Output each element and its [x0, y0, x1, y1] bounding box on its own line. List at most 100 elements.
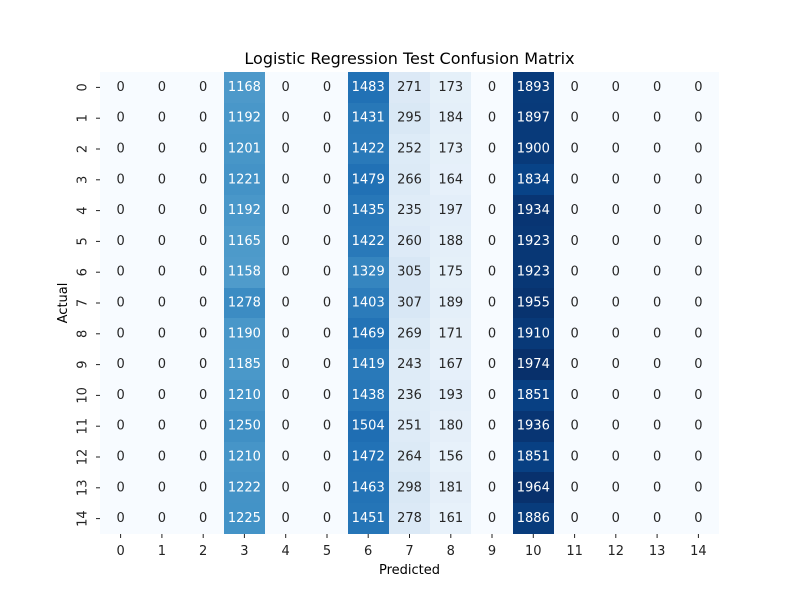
heatmap-cell-r6-c14: [678, 257, 719, 288]
cell-value-r2-c12: 0: [612, 142, 620, 157]
cell-value-r6-c4: 0: [282, 265, 290, 280]
cell-value-r2-c13: 0: [653, 142, 661, 157]
heatmap-cell-r2-c14: [678, 134, 719, 164]
cell-value-r0-c6: 1483: [352, 80, 385, 95]
cell-value-r4-c10: 1934: [517, 203, 550, 218]
x-tick-label-1: 1: [158, 544, 166, 559]
heatmap-cell-r1-c3: [224, 103, 265, 134]
heatmap-cell-r8-c10: [513, 318, 554, 349]
cell-value-r6-c9: 0: [488, 265, 496, 280]
cell-value-r6-c14: 0: [694, 265, 702, 280]
heatmap-cell-r6-c5: [306, 257, 348, 288]
cell-value-r13-c7: 298: [397, 480, 422, 495]
heatmap-cell-r8-c12: [595, 318, 636, 349]
heatmap-cell-r7-c6: [348, 288, 389, 318]
chart-title: Logistic Regression Test Confusion Matri…: [244, 49, 574, 68]
heatmap-cell-r11-c2: [183, 411, 224, 442]
heatmap-cell-r11-c0: [100, 411, 141, 442]
heatmap-cell-r1-c12: [595, 103, 636, 134]
heatmap-cell-r8-c13: [636, 318, 678, 349]
cell-value-r4-c1: 0: [158, 203, 166, 218]
cell-value-r3-c0: 0: [116, 172, 124, 187]
cell-value-r3-c9: 0: [488, 172, 496, 187]
y-tick-label-8: 8: [76, 330, 91, 338]
heatmap-cell-r4-c10: [513, 195, 554, 226]
heatmap-cell-r8-c14: [678, 318, 719, 349]
heatmap-cell-r0-c10: [513, 72, 554, 103]
cell-value-r6-c7: 305: [397, 265, 422, 280]
cell-value-r7-c3: 1278: [228, 296, 261, 311]
y-tick-label-3: 3: [76, 176, 91, 184]
heatmap-cell-r3-c7: [389, 164, 430, 195]
cell-value-r3-c11: 0: [570, 172, 578, 187]
y-tick-label-14: 14: [76, 510, 91, 527]
y-tick-label-13: 13: [76, 480, 91, 497]
cell-value-r7-c11: 0: [570, 296, 578, 311]
heatmap-cell-r2-c3: [224, 134, 265, 164]
heatmap-cell-r7-c8: [430, 288, 471, 318]
heatmap-cell-r9-c10: [513, 349, 554, 380]
cell-value-r14-c0: 0: [116, 511, 124, 526]
cell-value-r14-c5: 0: [323, 511, 331, 526]
heatmap-cell-r4-c13: [636, 195, 678, 226]
heatmap-cell-r12-c12: [595, 442, 636, 472]
heatmap-cell-r13-c5: [306, 472, 348, 503]
heatmap-cell-r13-c13: [636, 472, 678, 503]
cell-value-r6-c6: 1329: [352, 265, 385, 280]
cell-value-r0-c2: 0: [199, 80, 207, 95]
y-tick-label-10: 10: [76, 387, 91, 404]
heatmap-cell-r4-c0: [100, 195, 141, 226]
heatmap-cell-r13-c14: [678, 472, 719, 503]
cell-value-r1-c5: 0: [323, 111, 331, 126]
cell-value-r9-c11: 0: [570, 357, 578, 372]
heatmap-cell-r1-c2: [183, 103, 224, 134]
cell-value-r4-c13: 0: [653, 203, 661, 218]
heatmap-cell-r6-c9: [471, 257, 513, 288]
heatmap-cell-r3-c6: [348, 164, 389, 195]
cell-value-r8-c5: 0: [323, 326, 331, 341]
cell-value-r8-c11: 0: [570, 326, 578, 341]
heatmap-cell-r8-c2: [183, 318, 224, 349]
heatmap-cell-r12-c10: [513, 442, 554, 472]
cell-value-r9-c4: 0: [282, 357, 290, 372]
heatmap-cell-r8-c9: [471, 318, 513, 349]
heatmap-cell-r3-c9: [471, 164, 513, 195]
heatmap-cell-r2-c13: [636, 134, 678, 164]
heatmap-cell-r0-c5: [306, 72, 348, 103]
heatmap-cell-r2-c10: [513, 134, 554, 164]
cell-value-r5-c10: 1923: [517, 234, 550, 249]
heatmap-cell-r2-c4: [265, 134, 306, 164]
heatmap-cell-r4-c4: [265, 195, 306, 226]
cell-value-r11-c6: 1504: [352, 419, 385, 434]
heatmap-cell-r6-c4: [265, 257, 306, 288]
heatmap-cell-r3-c13: [636, 164, 678, 195]
heatmap-cell-r2-c8: [430, 134, 471, 164]
y-tick-label-0: 0: [76, 83, 91, 91]
cell-value-r3-c5: 0: [323, 172, 331, 187]
cell-value-r8-c10: 1910: [517, 326, 550, 341]
heatmap-cell-r2-c0: [100, 134, 141, 164]
heatmap-cell-r2-c9: [471, 134, 513, 164]
cell-value-r6-c12: 0: [612, 265, 620, 280]
heatmap-cell-r7-c5: [306, 288, 348, 318]
heatmap-cell-r7-c14: [678, 288, 719, 318]
heatmap-cell-r13-c10: [513, 472, 554, 503]
cell-value-r2-c8: 173: [438, 142, 463, 157]
cell-value-r5-c2: 0: [199, 234, 207, 249]
cell-value-r14-c12: 0: [612, 511, 620, 526]
cell-value-r13-c12: 0: [612, 480, 620, 495]
heatmap-cell-r5-c7: [389, 226, 430, 257]
cell-value-r0-c4: 0: [282, 80, 290, 95]
heatmap-cell-r13-c6: [348, 472, 389, 503]
heatmap-cell-r7-c2: [183, 288, 224, 318]
cell-value-r2-c7: 252: [397, 142, 422, 157]
heatmap-cell-r10-c12: [595, 380, 636, 411]
heatmap-cell-r7-c4: [265, 288, 306, 318]
heatmap-cell-r7-c1: [141, 288, 183, 318]
heatmap-cell-r9-c9: [471, 349, 513, 380]
cell-value-r7-c2: 0: [199, 296, 207, 311]
heatmap-cell-r14-c12: [595, 503, 636, 534]
cell-value-r13-c8: 181: [438, 480, 463, 495]
heatmap-cell-r10-c6: [348, 380, 389, 411]
